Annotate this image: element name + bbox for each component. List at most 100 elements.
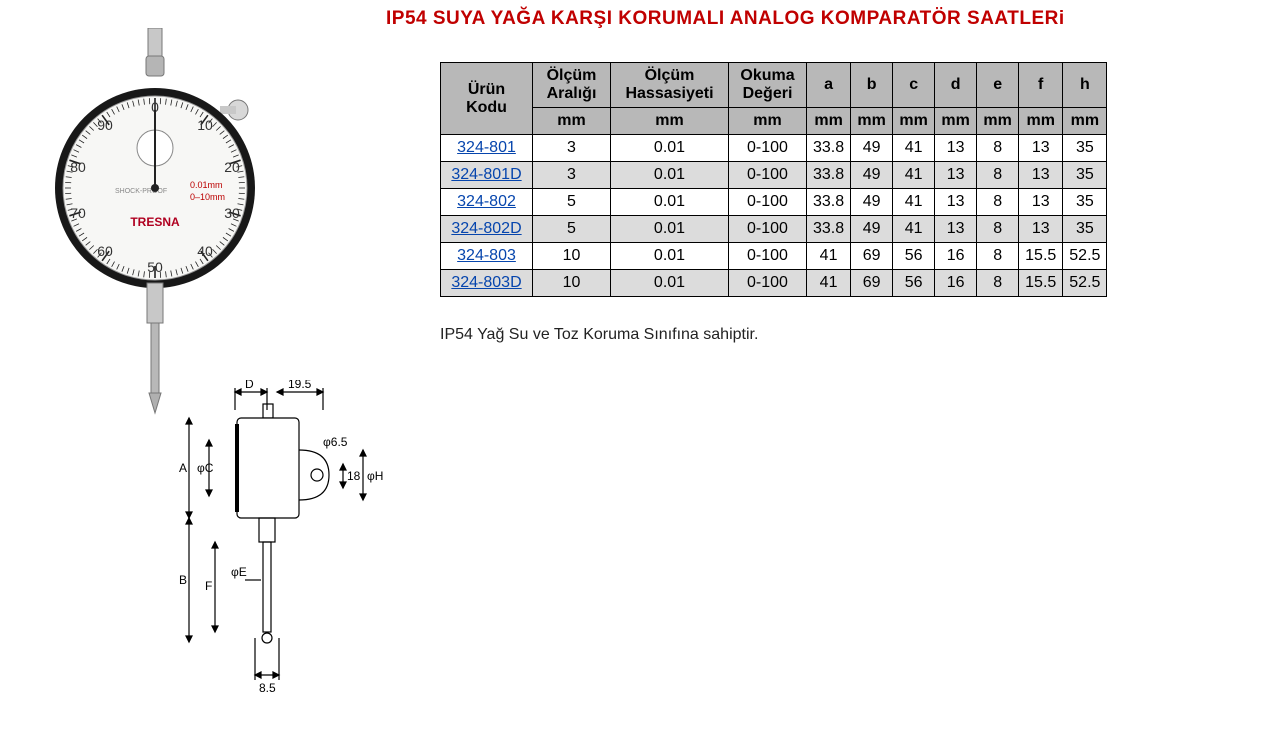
cell-reading: 0-100 bbox=[729, 243, 807, 270]
cell-range: 5 bbox=[533, 216, 611, 243]
cell-b: 69 bbox=[851, 270, 893, 297]
th-unit: mm bbox=[893, 108, 935, 135]
cell-f: 13 bbox=[1019, 189, 1063, 216]
th-code: Ürün Kodu bbox=[441, 63, 533, 135]
cell-h: 35 bbox=[1063, 162, 1107, 189]
cell-code[interactable]: 324-801 bbox=[441, 135, 533, 162]
cell-reading: 0-100 bbox=[729, 216, 807, 243]
cell-code[interactable]: 324-802D bbox=[441, 216, 533, 243]
cell-code[interactable]: 324-803 bbox=[441, 243, 533, 270]
cell-a: 33.8 bbox=[807, 135, 851, 162]
svg-text:40: 40 bbox=[197, 243, 213, 259]
cell-d: 13 bbox=[935, 189, 977, 216]
cell-c: 56 bbox=[893, 243, 935, 270]
svg-text:20: 20 bbox=[224, 159, 240, 175]
th-unit: mm bbox=[1063, 108, 1107, 135]
product-code-link[interactable]: 324-802D bbox=[451, 220, 521, 237]
svg-text:50: 50 bbox=[147, 259, 163, 275]
cell-h: 52.5 bbox=[1063, 270, 1107, 297]
th-b: b bbox=[851, 63, 893, 108]
product-code-link[interactable]: 324-802 bbox=[457, 193, 516, 210]
cell-c: 56 bbox=[893, 270, 935, 297]
cell-h: 35 bbox=[1063, 189, 1107, 216]
table-row: 324-802D50.010-10033.849411381335 bbox=[441, 216, 1107, 243]
svg-text:F: F bbox=[205, 579, 212, 593]
cell-e: 8 bbox=[977, 270, 1019, 297]
cell-e: 8 bbox=[977, 189, 1019, 216]
th-range: Ölçüm Aralığı bbox=[533, 63, 611, 108]
spec-table: Ürün Kodu Ölçüm Aralığı Ölçüm Hassasiyet… bbox=[440, 62, 1107, 297]
svg-text:18: 18 bbox=[347, 469, 361, 483]
table-row: 324-803100.010-10041695616815.552.5 bbox=[441, 243, 1107, 270]
table-row: 324-801D30.010-10033.849411381335 bbox=[441, 162, 1107, 189]
table-row: 324-803D 100.010-10041695616815.552.5 bbox=[441, 270, 1107, 297]
svg-text:TRESNA: TRESNA bbox=[130, 215, 180, 229]
cell-e: 8 bbox=[977, 135, 1019, 162]
th-reading: Okuma Değeri bbox=[729, 63, 807, 108]
cell-precision: 0.01 bbox=[611, 189, 729, 216]
page-title: IP54 SUYA YAĞA KARŞI KORUMALI ANALOG KOM… bbox=[386, 8, 1065, 30]
cell-e: 8 bbox=[977, 162, 1019, 189]
th-precision: Ölçüm Hassasiyeti bbox=[611, 63, 729, 108]
cell-f: 13 bbox=[1019, 162, 1063, 189]
th-unit: mm bbox=[611, 108, 729, 135]
table-row: 324-80250.010-10033.849411381335 bbox=[441, 189, 1107, 216]
cell-precision: 0.01 bbox=[611, 270, 729, 297]
cell-h: 52.5 bbox=[1063, 243, 1107, 270]
cell-f: 15.5 bbox=[1019, 243, 1063, 270]
product-code-link[interactable]: 324-803 bbox=[457, 247, 516, 264]
cell-a: 33.8 bbox=[807, 189, 851, 216]
svg-text:φ6.5: φ6.5 bbox=[323, 435, 348, 449]
svg-text:10: 10 bbox=[197, 117, 213, 133]
cell-b: 49 bbox=[851, 135, 893, 162]
cell-code[interactable]: 324-801D bbox=[441, 162, 533, 189]
product-code-link[interactable]: 324-803D bbox=[451, 274, 521, 291]
cell-range: 10 bbox=[533, 243, 611, 270]
cell-c: 41 bbox=[893, 135, 935, 162]
cell-d: 16 bbox=[935, 243, 977, 270]
cell-b: 49 bbox=[851, 216, 893, 243]
svg-text:30: 30 bbox=[224, 205, 240, 221]
th-d: d bbox=[935, 63, 977, 108]
th-h: h bbox=[1063, 63, 1107, 108]
svg-text:60: 60 bbox=[97, 243, 113, 259]
svg-text:8.5: 8.5 bbox=[259, 681, 276, 695]
cell-a: 33.8 bbox=[807, 216, 851, 243]
th-unit: mm bbox=[807, 108, 851, 135]
cell-reading: 0-100 bbox=[729, 189, 807, 216]
cell-c: 41 bbox=[893, 216, 935, 243]
cell-b: 69 bbox=[851, 243, 893, 270]
cell-b: 49 bbox=[851, 162, 893, 189]
cell-e: 8 bbox=[977, 243, 1019, 270]
cell-range: 10 bbox=[533, 270, 611, 297]
cell-reading: 0-100 bbox=[729, 162, 807, 189]
cell-h: 35 bbox=[1063, 135, 1107, 162]
svg-text:φE: φE bbox=[231, 565, 247, 579]
cell-a: 33.8 bbox=[807, 162, 851, 189]
cell-code[interactable]: 324-802 bbox=[441, 189, 533, 216]
product-code-link[interactable]: 324-801D bbox=[451, 166, 521, 183]
cell-reading: 0-100 bbox=[729, 270, 807, 297]
cell-f: 15.5 bbox=[1019, 270, 1063, 297]
cell-c: 41 bbox=[893, 189, 935, 216]
svg-text:70: 70 bbox=[70, 205, 86, 221]
cell-precision: 0.01 bbox=[611, 216, 729, 243]
cell-code[interactable]: 324-803D bbox=[441, 270, 533, 297]
product-code-link[interactable]: 324-801 bbox=[457, 139, 516, 156]
cell-d: 13 bbox=[935, 162, 977, 189]
th-f: f bbox=[1019, 63, 1063, 108]
cell-a: 41 bbox=[807, 270, 851, 297]
th-unit: mm bbox=[1019, 108, 1063, 135]
cell-c: 41 bbox=[893, 162, 935, 189]
cell-precision: 0.01 bbox=[611, 135, 729, 162]
svg-text:φC: φC bbox=[197, 461, 214, 475]
th-unit: mm bbox=[935, 108, 977, 135]
th-c: c bbox=[893, 63, 935, 108]
svg-text:D: D bbox=[245, 380, 254, 391]
cell-d: 16 bbox=[935, 270, 977, 297]
svg-text:φH: φH bbox=[367, 469, 383, 483]
product-photo: 0 10 20 30 40 50 60 70 80 90 SHOCK-PROOF… bbox=[50, 28, 260, 418]
th-unit: mm bbox=[729, 108, 807, 135]
cell-reading: 0-100 bbox=[729, 135, 807, 162]
cell-b: 49 bbox=[851, 189, 893, 216]
